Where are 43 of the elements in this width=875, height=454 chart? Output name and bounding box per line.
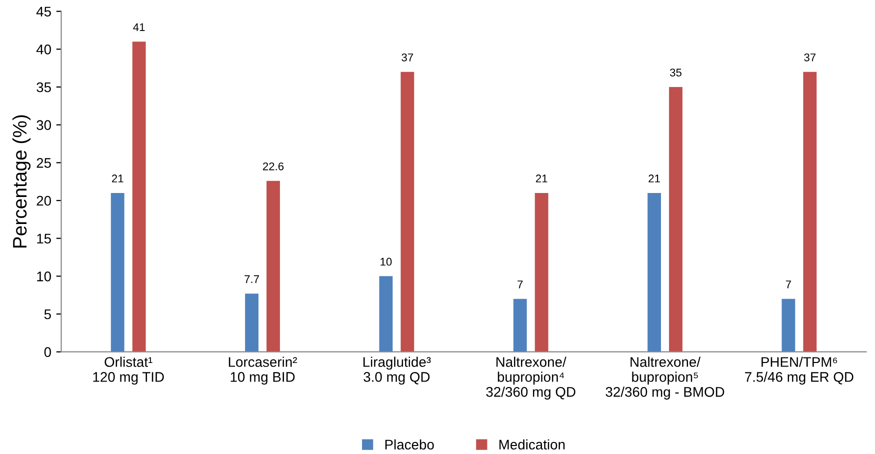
bar <box>782 298 796 352</box>
data-label: 37 <box>402 53 414 62</box>
data-label: 35 <box>670 68 682 76</box>
y-tick-label: 45 <box>36 6 51 17</box>
data-label: 22.6 <box>262 162 284 170</box>
legend-label: Medication <box>499 439 565 450</box>
legend-label: Placebo <box>385 439 434 450</box>
x-tick-label: Liraglutide³ 3.0 mg QD <box>363 356 431 385</box>
y-axis-title: Percentage (%) <box>12 115 31 248</box>
data-label: 7 <box>786 280 791 288</box>
data-label: 21 <box>112 174 124 182</box>
y-tick-label: 20 <box>36 196 51 206</box>
bar <box>400 72 414 352</box>
data-label: 7 <box>518 280 523 288</box>
y-tick-label: 25 <box>36 158 51 168</box>
data-label: 21 <box>536 174 548 182</box>
data-label: 10 <box>380 258 392 266</box>
y-tick-label: 5 <box>44 309 51 320</box>
y-tick-label: 30 <box>36 120 51 130</box>
data-label: 21 <box>648 174 660 182</box>
y-tick-label: 40 <box>36 44 51 54</box>
bar <box>379 276 393 352</box>
bar <box>648 192 661 352</box>
x-tick-label: PHEN/TPM⁶ 7.5/46 mg ER QD <box>745 356 854 385</box>
data-label: 7.7 <box>244 275 259 283</box>
bar <box>513 298 527 352</box>
bar <box>803 72 817 352</box>
x-tick-label: Naltrexone/ bupropion⁴ 32/360 mg QD <box>486 356 576 400</box>
y-tick-label: 15 <box>37 234 51 244</box>
x-tick-label: Orlistat¹ 120 mg TID <box>93 356 164 385</box>
bar <box>245 294 258 352</box>
bar <box>266 180 280 352</box>
x-tick-label: Naltrexone/ bupropion⁵ 32/360 mg - BMOD <box>606 356 724 400</box>
bar <box>534 192 548 352</box>
y-tick-label: 10 <box>37 272 51 282</box>
data-label: 41 <box>133 23 145 31</box>
y-tick-label: 35 <box>36 82 51 92</box>
y-tick-label: 0 <box>44 347 51 358</box>
bar <box>110 192 124 352</box>
bar <box>132 42 146 352</box>
bar <box>669 87 682 352</box>
data-label: 37 <box>804 53 816 62</box>
x-tick-label: Lorcaserin² 10 mg BID <box>228 356 297 385</box>
